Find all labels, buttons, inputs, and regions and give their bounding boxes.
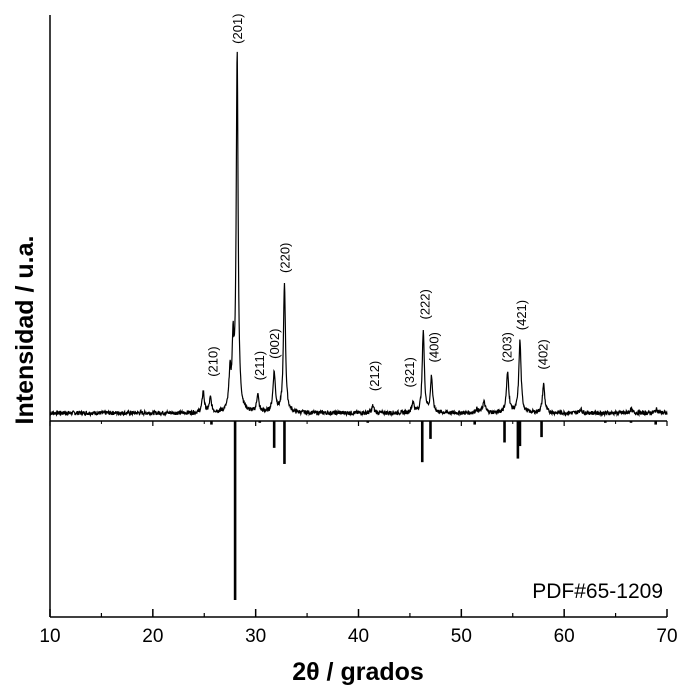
x-ticks-group: 10 20 30 40 50 60 70 [39,421,678,647]
x-axis-unit: / grados [320,658,424,686]
axes-group [49,15,667,618]
x-tick-label: 20 [142,626,163,647]
peak-label: (400) [427,332,442,362]
peak-label: (421) [514,300,529,330]
x-tick-label: 10 [39,626,60,647]
x-axis-title: 2θ / grados [292,658,424,686]
x-tick-label: 70 [656,626,677,647]
peak-label: (402) [536,339,551,369]
peak-label: (212) [367,361,382,391]
xrd-pattern-line [49,51,668,418]
x-tick-label: 30 [245,626,266,647]
peak-label: (220) [277,243,292,273]
x-axis-symbol: 2θ [292,658,319,686]
peak-labels-group: (210) (201) (211)(002) (220) (212) (321) (222)… [206,13,551,391]
x-tick-label: 40 [348,626,369,647]
x-tick-label: 50 [451,626,472,647]
reference-sticks-group [210,421,657,600]
x-tick-label: 60 [554,626,575,647]
peak-label: (201) [230,13,245,43]
peak-label: (002) [267,329,282,359]
peak-label: (222) [417,289,432,319]
reference-card-label: PDF#65-1209 [532,580,663,603]
peak-label: (203) [500,332,515,362]
peak-label: (211) [252,351,267,380]
peak-label: (321) [402,357,417,387]
y-axis-title: Intensidad / u.a. [11,236,39,425]
peak-label: (210) [206,346,221,376]
